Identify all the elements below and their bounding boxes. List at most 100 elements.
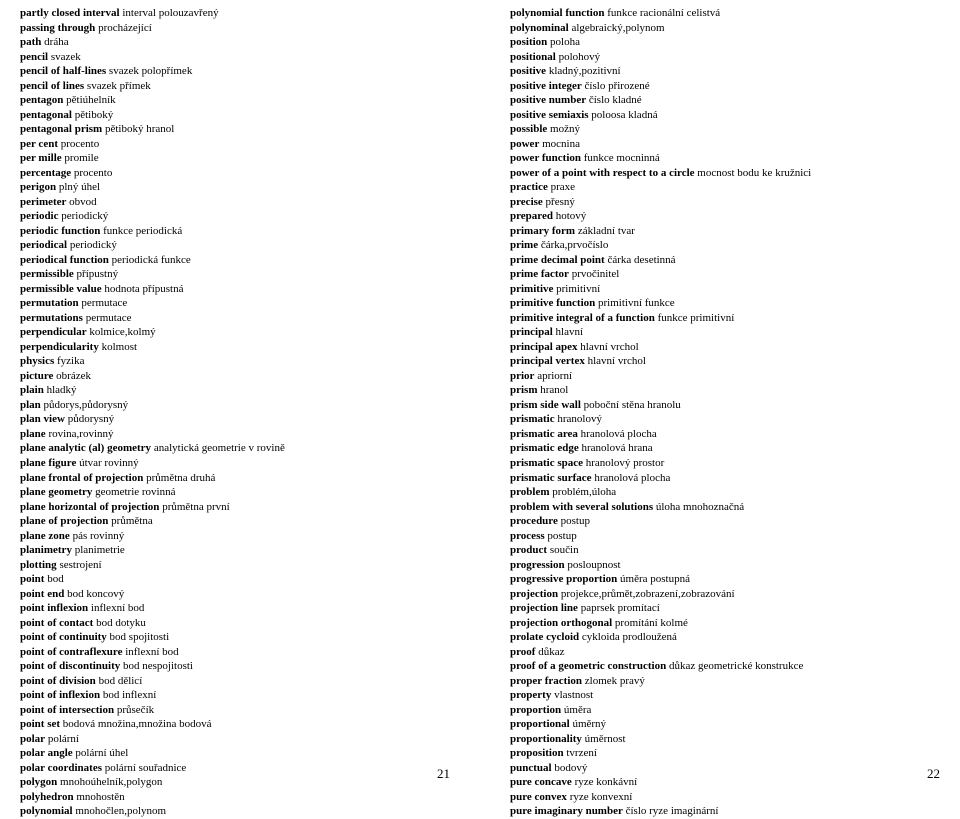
definition: kladný,pozitivní: [546, 65, 621, 77]
glossary-entry: polar polární: [20, 732, 450, 747]
glossary-entry: plan view půdorysný: [20, 412, 450, 427]
definition: důkaz: [535, 646, 564, 658]
glossary-entry: projection line paprsek promítací: [510, 601, 940, 616]
glossary-entry: primary form základní tvar: [510, 224, 940, 239]
definition: hranolová plocha: [578, 428, 657, 440]
term: polynomial function: [510, 7, 604, 19]
term: prism side wall: [510, 399, 581, 411]
glossary-entry: prior apriorní: [510, 369, 940, 384]
definition: hodnota přípustná: [102, 283, 184, 295]
term: plane zone: [20, 530, 70, 542]
term: principal vertex: [510, 355, 585, 367]
definition: bod nespojitosti: [120, 660, 193, 672]
glossary-entry: per cent procento: [20, 137, 450, 152]
glossary-entry: per mille promile: [20, 151, 450, 166]
definition: svazek přímek: [84, 80, 151, 92]
definition: přesný: [543, 196, 575, 208]
definition: průmětna druhá: [143, 472, 215, 484]
term: pencil of half-lines: [20, 65, 106, 77]
definition: mnohostěn: [74, 791, 125, 803]
term: point: [20, 573, 44, 585]
term: perimeter: [20, 196, 66, 208]
definition: pětiboký hranol: [102, 123, 174, 135]
glossary-entry: periodical function periodická funkce: [20, 253, 450, 268]
term: permutation: [20, 297, 79, 309]
definition: inflexní bod: [88, 602, 144, 614]
definition: úměrnost: [582, 733, 626, 745]
glossary-entry: plane rovina,rovinný: [20, 427, 450, 442]
glossary-entry: positional polohový: [510, 50, 940, 65]
glossary-entry: pencil of lines svazek přímek: [20, 79, 450, 94]
term: prime factor: [510, 268, 569, 280]
term: prepared: [510, 210, 553, 222]
definition: svazek: [48, 51, 81, 63]
glossary-entry: process postup: [510, 529, 940, 544]
glossary-entry: pentagonal pětiboký: [20, 108, 450, 123]
definition: dráha: [41, 36, 68, 48]
glossary-entry: passing through procházející: [20, 21, 450, 36]
term: plan: [20, 399, 41, 411]
glossary-entry: proof důkaz: [510, 645, 940, 660]
glossary-entry: proper fraction zlomek pravý: [510, 674, 940, 689]
glossary-entry: polynomial function funkce racionální ce…: [510, 6, 940, 21]
definition: půdorysný: [65, 413, 114, 425]
term: periodical: [20, 239, 67, 251]
glossary-entry: projection projekce,průmět,zobrazení,zob…: [510, 587, 940, 602]
definition: interval polouzavřený: [120, 7, 219, 19]
term: positive number: [510, 94, 586, 106]
term: periodic: [20, 210, 59, 222]
definition: mocnost bodu ke kružnici: [695, 167, 812, 179]
definition: polohový: [556, 51, 600, 63]
term: prior: [510, 370, 534, 382]
glossary-entry: prism side wall poboční stěna hranolu: [510, 398, 940, 413]
glossary-entry: prepared hotový: [510, 209, 940, 224]
definition: paprsek promítací: [578, 602, 660, 614]
glossary-entry: prismatic surface hranolová plocha: [510, 471, 940, 486]
glossary-entry: point of contraflexure inflexní bod: [20, 645, 450, 660]
glossary-entry: power mocnina: [510, 137, 940, 152]
glossary-entry: permissible value hodnota přípustná: [20, 282, 450, 297]
definition: čárka desetinná: [605, 254, 676, 266]
term: positional: [510, 51, 556, 63]
glossary-entry: permutation permutace: [20, 296, 450, 311]
glossary-entry: position poloha: [510, 35, 940, 50]
definition: promítání kolmé: [612, 617, 688, 629]
glossary-entry: point set bodová množina,množina bodová: [20, 717, 450, 732]
glossary-entry: point of intersection průsečík: [20, 703, 450, 718]
term: point of intersection: [20, 704, 114, 716]
definition: cykloida prodloužená: [579, 631, 677, 643]
term: proposition: [510, 747, 564, 759]
term: point of contact: [20, 617, 93, 629]
definition: bodová množina,množina bodová: [60, 718, 212, 730]
glossary-entry: point of continuity bod spojitosti: [20, 630, 450, 645]
glossary-list-right: polynomial function funkce racionální ce…: [510, 6, 940, 819]
term: projection: [510, 588, 558, 600]
glossary-entry: polar coordinates polární souřadnice: [20, 761, 450, 776]
glossary-entry: plane analytic (al) geometry analytická …: [20, 441, 450, 456]
glossary-entry: positive kladný,pozitivní: [510, 64, 940, 79]
term: property: [510, 689, 551, 701]
term: prismatic: [510, 413, 555, 425]
definition: mocnina: [539, 138, 580, 150]
term: prism: [510, 384, 538, 396]
definition: polární: [45, 733, 79, 745]
term: per mille: [20, 152, 62, 164]
term: plane horizontal of projection: [20, 501, 159, 513]
definition: hranol: [538, 384, 569, 396]
glossary-entry: permutations permutace: [20, 311, 450, 326]
definition: obvod: [66, 196, 96, 208]
definition: hladký: [44, 384, 77, 396]
definition: apriorní: [534, 370, 572, 382]
glossary-entry: periodical periodický: [20, 238, 450, 253]
glossary-entry: pure imaginary number číslo ryze imaginá…: [510, 804, 940, 819]
definition: útvar rovinný: [76, 457, 138, 469]
definition: kolmice,kolmý: [87, 326, 156, 338]
term: per cent: [20, 138, 58, 150]
definition: rovina,rovinný: [46, 428, 114, 440]
glossary-entry: pentagon pětiúhelník: [20, 93, 450, 108]
term: pure concave: [510, 776, 572, 788]
term: periodic function: [20, 225, 100, 237]
glossary-entry: plotting sestrojení: [20, 558, 450, 573]
definition: polární souřadnice: [102, 762, 186, 774]
definition: ryze konkávní: [572, 776, 637, 788]
